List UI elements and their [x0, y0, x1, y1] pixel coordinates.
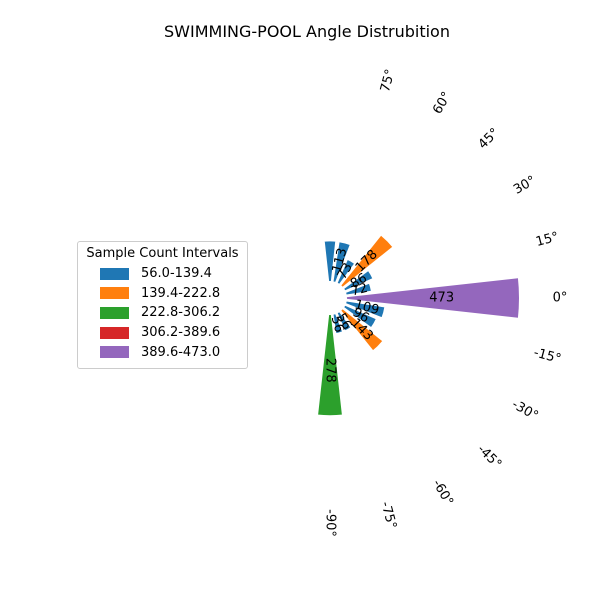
legend-swatch	[100, 306, 129, 319]
bar-value-label: 73	[335, 260, 356, 282]
bar-value-label: 109	[353, 297, 381, 318]
legend-label: 389.6-473.0	[141, 344, 221, 360]
legend-label: 139.4-222.8	[141, 285, 221, 301]
bar--90°	[315, 312, 345, 418]
bars-layer	[315, 233, 522, 418]
bar-top	[322, 239, 338, 284]
bar-30°	[341, 268, 375, 293]
bar-45°	[338, 233, 395, 290]
bar--75°	[331, 311, 345, 336]
bar-value-label: 86	[348, 271, 370, 292]
legend-item: 56.0-139.4	[86, 264, 239, 284]
angle-tick-label: -30°	[509, 397, 541, 424]
legend-swatch	[100, 287, 129, 300]
angle-tick-label: 30°	[511, 173, 538, 198]
bar--15°	[343, 299, 387, 320]
bar-75°	[331, 239, 353, 285]
legend-title: Sample Count Intervals	[86, 246, 239, 261]
bar-60°	[335, 257, 357, 287]
angle-tick-label: -60°	[429, 477, 456, 509]
angle-tick-label: 15°	[534, 230, 560, 250]
legend-item: 306.2-389.6	[86, 323, 239, 343]
bar-value-label: 56	[328, 314, 347, 334]
angle-tick-label: -15°	[532, 345, 563, 367]
legend-label: 56.0-139.4	[141, 266, 212, 282]
legend-swatch	[100, 326, 129, 339]
angle-tick-label: 0°	[553, 291, 568, 306]
legend-items: 56.0-139.4 139.4-222.8 222.8-306.2 306.2-38…	[86, 264, 239, 362]
angle-tick-label: -45°	[474, 442, 504, 472]
legend-swatch	[100, 267, 129, 280]
legend-item: 139.4-222.8	[86, 284, 239, 304]
chart-title: SWIMMING-POOL Angle Distrubition	[164, 22, 450, 41]
legend: Sample Count Intervals 56.0-139.4 139.4-2…	[77, 241, 248, 369]
legend-label: 306.2-389.6	[141, 325, 221, 341]
bar--45°	[338, 306, 385, 353]
bar-value-label: 278	[323, 358, 338, 383]
legend-item: 222.8-306.2	[86, 303, 239, 323]
angle-tick-label: 45°	[476, 125, 503, 152]
bar-value-label: 113	[330, 247, 351, 275]
angle-tick-label: 75°	[378, 68, 398, 94]
legend-label: 222.8-306.2	[141, 305, 221, 321]
angle-tick-label: -75°	[377, 500, 399, 531]
bar--60°	[335, 309, 354, 333]
legend-swatch	[100, 346, 129, 359]
legend-item: 389.6-473.0	[86, 342, 239, 362]
bar-15°	[343, 281, 374, 297]
angle-tick-label: -90°	[323, 509, 338, 537]
bar-value-label: 96	[350, 305, 372, 326]
bar-value-label: 473	[429, 291, 454, 306]
bar--30°	[341, 303, 379, 330]
bar-value-label: 56	[333, 311, 354, 333]
angle-tick-label: 60°	[430, 89, 455, 116]
bar-value-label: 72	[350, 281, 370, 300]
bar-0°	[344, 276, 522, 320]
